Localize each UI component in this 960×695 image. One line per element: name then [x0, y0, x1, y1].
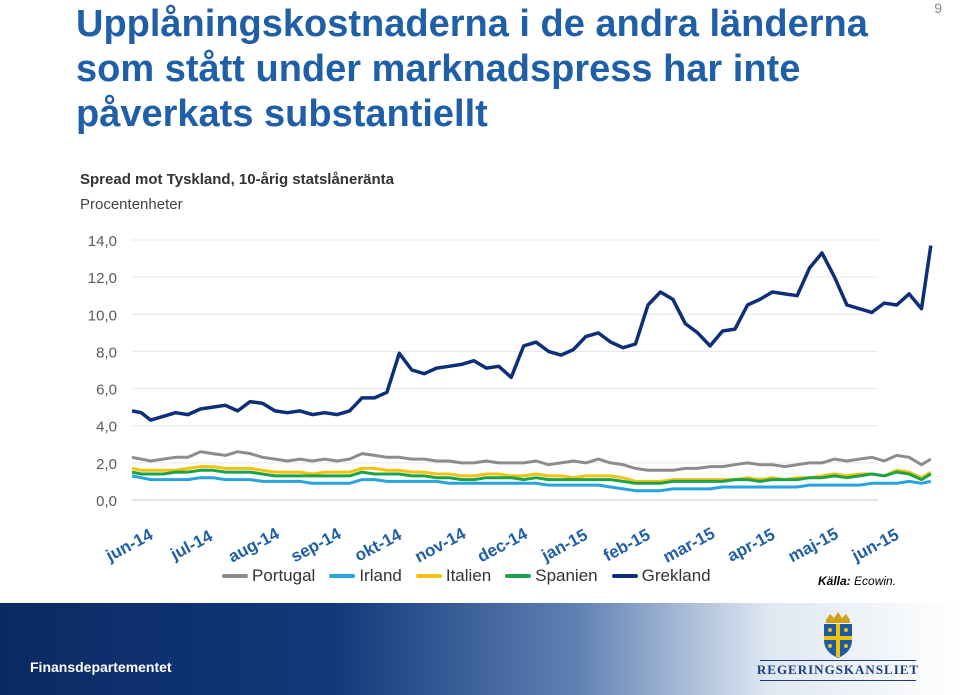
x-tick-label: okt-14: [352, 525, 406, 565]
source-value: Ecowin.: [854, 574, 897, 588]
series-line-italien: [131, 465, 932, 483]
legend-label-portugal: Portugal: [252, 566, 316, 585]
series-line-irland: [131, 474, 932, 493]
y-tick-label: 14,0: [88, 233, 117, 250]
crown-shield-icon: [824, 612, 852, 658]
page-number: 9: [934, 0, 942, 16]
series-line-portugal: [131, 450, 932, 472]
legend-swatch-italien: [415, 574, 442, 578]
legend-item-irland: Irland: [329, 566, 402, 586]
y-tick-label: 8,0: [96, 344, 117, 361]
x-tick-label: maj-15: [785, 524, 841, 565]
x-tick-label: jun-14: [102, 525, 156, 565]
y-tick-label: 12,0: [88, 270, 117, 287]
x-tick-label: jan-15: [538, 525, 591, 565]
logo-rule-bottom: [760, 680, 916, 681]
footer-band: Finansdepartementet: [0, 603, 960, 695]
legend-item-portugal: Portugal: [222, 566, 315, 586]
legend-swatch-portugal: [222, 574, 248, 578]
legend-item-grekland: Grekland: [611, 566, 711, 586]
legend-label-grekland: Grekland: [641, 566, 711, 585]
x-tick-label: apr-15: [724, 525, 778, 565]
legend-label-italien: Italien: [445, 566, 492, 585]
legend-item-spanien: Spanien: [505, 566, 598, 586]
x-tick-label: jun-15: [848, 525, 902, 565]
chart-title: Spread mot Tyskland, 10-årig statslånerä…: [80, 171, 394, 188]
x-tick-label: sep-14: [288, 524, 345, 565]
x-tick-label: nov-14: [412, 524, 470, 565]
legend-label-irland: Irland: [359, 566, 402, 585]
footer-department: Finansdepartementet: [30, 659, 172, 675]
source-note: Källa: Ecowin.: [818, 574, 896, 588]
source-label: Källa:: [818, 574, 851, 588]
legend-swatch-grekland: [611, 574, 638, 578]
logo-rule-top: [760, 660, 916, 661]
legend-swatch-irland: [329, 574, 356, 578]
legend-label-spanien: Spanien: [535, 566, 598, 585]
x-tick-label: jul-14: [167, 526, 216, 564]
y-tick-label: 2,0: [96, 456, 117, 473]
series-line-spanien: [131, 468, 932, 485]
slide-title: Upplåningskostnaderna i de andra ländern…: [76, 3, 868, 135]
legend-swatch-spanien: [505, 574, 532, 578]
y-tick-label: 0,0: [96, 493, 117, 510]
x-tick-label: feb-15: [600, 525, 653, 565]
logo-text: REGERINGSKANSLIET: [756, 662, 920, 677]
x-tick-label: aug-14: [225, 524, 283, 565]
chart-legend: Portugal Irland Italien Spanien Grekland: [222, 566, 725, 586]
x-tick-label: dec-14: [474, 524, 531, 565]
series-line-grekland: [131, 245, 933, 422]
y-tick-label: 4,0: [96, 419, 117, 436]
y-tick-label: 10,0: [88, 307, 117, 324]
y-tick-label: 6,0: [96, 382, 117, 399]
x-tick-label: mar-15: [660, 524, 718, 565]
regeringskansliet-logo: REGERINGSKANSLIET: [756, 610, 920, 690]
chart-subtitle: Procentenheter: [80, 196, 183, 213]
legend-item-italien: Italien: [415, 566, 492, 586]
